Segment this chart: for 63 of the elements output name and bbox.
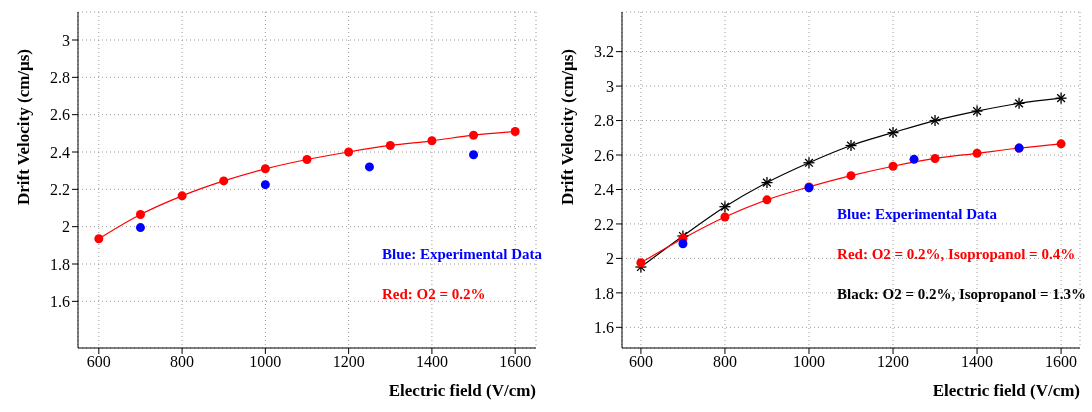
y-tick-label: 1.6 [594,319,614,336]
y-tick-label: 2 [606,250,614,268]
point [510,126,520,136]
point [177,191,187,201]
x-tick-label: 1000 [792,353,825,371]
text: Red: O2 = 0.2% [382,285,487,304]
y-tick-label: 2.6 [594,146,614,164]
x-tick-label: 600 [86,353,111,371]
x-tick-label: 1600 [499,353,532,371]
x-axis-title: Electric field (V/cm) [932,381,1080,400]
point [427,136,437,146]
y-axis-title: Drift Velocity (cm/μs) [558,49,578,205]
point [930,153,940,163]
point [1056,139,1066,149]
point [846,171,856,181]
point [219,176,229,186]
x-tick-label: 1200 [877,353,910,371]
y-tick-label: 2 [62,218,70,236]
point [636,258,646,268]
y-tick-label: 2.8 [594,112,614,130]
point [469,150,479,160]
x-tick-label: 800 [712,353,737,371]
x-tick-label: 1000 [249,353,282,371]
x-axis-title: Electric field (V/cm) [388,381,536,400]
text: Black: O2 = 0.2%, Isopropanol = 1.3% [837,285,1086,304]
point [678,239,688,249]
point [385,140,395,150]
y-tick-label: 1.8 [50,255,70,273]
point [888,161,898,171]
y-tick-label: 2.8 [50,69,70,87]
x-tick-label: 1400 [961,353,994,371]
point [720,212,730,222]
x-tick-label: 1600 [1045,353,1078,371]
y-axis-title: Drift Velocity (cm/μs) [14,49,34,205]
y-tick-label: 3 [62,31,70,49]
y-tick-label: 2.4 [594,181,614,199]
point [135,223,145,233]
point [94,234,104,244]
y-tick-label: 1.8 [594,284,614,302]
point [469,130,479,140]
point [909,154,919,164]
x-tick-label: 600 [628,353,653,371]
point [762,195,772,205]
point [260,164,270,174]
point [260,180,270,190]
point [344,147,354,157]
y-tick-label: 2.6 [50,106,70,124]
x-tick-label: 800 [170,353,195,371]
y-tick-label: 3 [606,77,614,95]
point [972,148,982,158]
y-tick-label: 3.2 [594,43,614,61]
y-tick-label: 2.2 [594,215,614,233]
y-tick-label: 2.4 [50,143,70,161]
text: Blue: Experimental Data [382,245,542,264]
text: Red: O2 = 0.2%, Isopropanol = 0.4% [837,245,1077,264]
y-tick-label: 2.2 [50,181,70,199]
x-tick-label: 1200 [332,353,365,371]
point [135,210,145,220]
point [364,162,374,172]
y-tick-label: 1.6 [50,293,70,311]
series-label: Blue: Experimental Data [837,205,999,224]
x-tick-label: 1400 [415,353,448,371]
point [302,154,312,164]
